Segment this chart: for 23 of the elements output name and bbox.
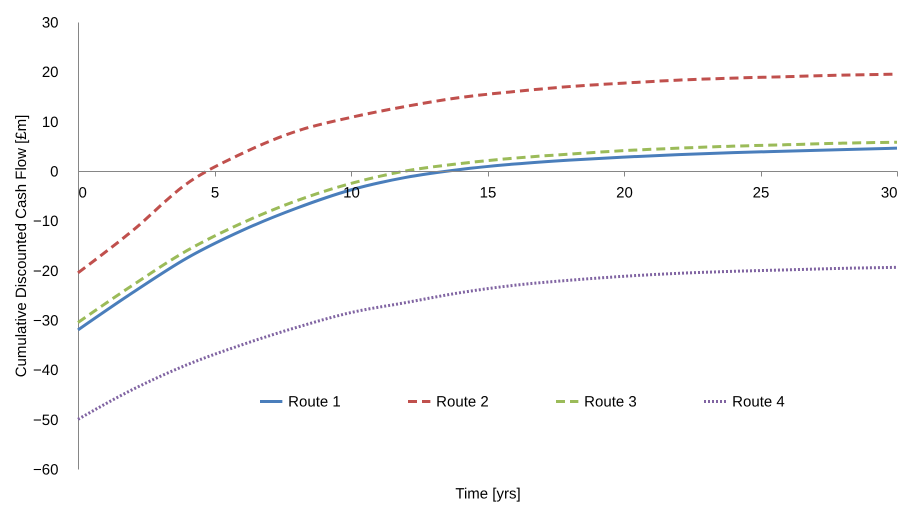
y-tick-label: 30 [42, 14, 58, 32]
x-tick-label: 5 [210, 184, 220, 202]
x-axis-title: Time [yrs] [455, 486, 521, 502]
legend-label: Route 4 [732, 394, 785, 411]
y-tick-label: −60 [33, 462, 58, 478]
y-tick-label: −40 [33, 362, 58, 380]
x-tick-label: 20 [616, 184, 633, 202]
y-tick-label: 10 [42, 114, 58, 131]
x-tick-label: 15 [480, 184, 496, 202]
line-series [76, 266, 898, 421]
legend-label: Route 3 [584, 394, 637, 411]
y-axis-title: Cumulative Discounted Cash Flow [£m] [13, 114, 30, 378]
y-tick-label: 0 [50, 164, 58, 180]
y-tick-label: 20 [42, 64, 58, 82]
y-tick-label: −30 [33, 312, 58, 330]
x-tick-label: 25 [752, 184, 770, 202]
y-tick-label: −10 [33, 213, 58, 230]
y-tick-label: −20 [33, 262, 58, 280]
legend-label: Route 1 [288, 394, 341, 411]
x-tick-label: 0 [78, 184, 87, 202]
y-tick-label: −50 [33, 412, 58, 429]
legend-label: Route 2 [436, 394, 489, 411]
x-tick-label: 30 [880, 184, 898, 202]
